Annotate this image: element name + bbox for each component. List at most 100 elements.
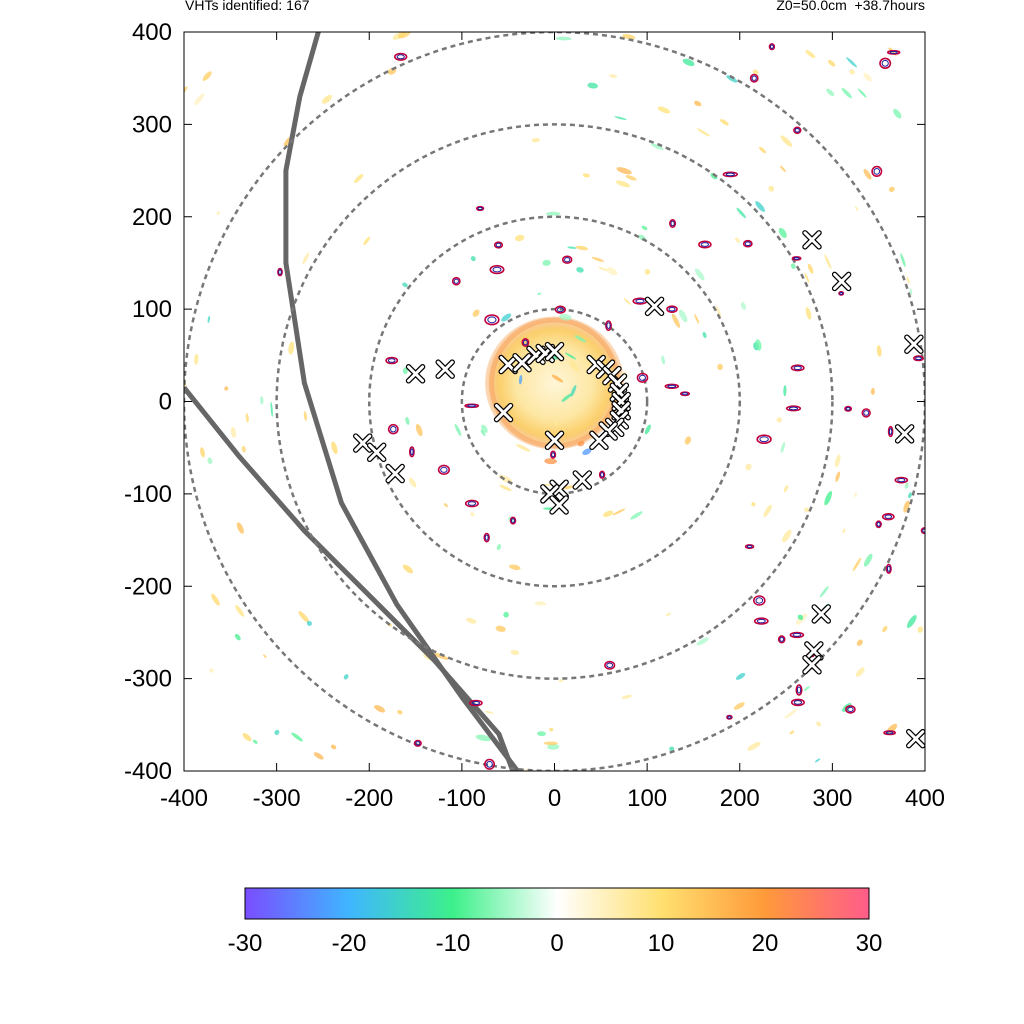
vorticity-patch	[561, 393, 572, 402]
vorticity-patch	[433, 652, 449, 660]
vorticity-patch	[202, 71, 212, 81]
vorticity-patch	[591, 256, 605, 262]
vorticity-patch	[694, 100, 702, 107]
vht-marker-fill	[573, 471, 591, 489]
colorbar-tick-label: 0	[550, 930, 563, 957]
vht-marker	[512, 352, 532, 373]
y-tick-label: -400	[124, 758, 172, 785]
vht-marker	[802, 655, 822, 675]
updraft-contour	[875, 520, 882, 529]
updraft-contour-inner	[759, 436, 769, 443]
vorticity-patch	[397, 709, 403, 715]
vht-marker	[549, 479, 569, 500]
vorticity-patch	[669, 746, 675, 752]
x-tick-label: -400	[160, 785, 208, 812]
axes: -400 -300 -200 -100 0 100 200 300 400 -400 -300 -20…	[124, 19, 945, 812]
vorticity-patch	[736, 207, 747, 219]
vorticity-patch	[331, 441, 338, 455]
vht-marker	[589, 430, 609, 451]
updraft-contour	[756, 434, 772, 445]
vorticity-patch	[402, 367, 408, 375]
vorticity-patch	[274, 729, 280, 735]
updraft-contour-inner	[755, 597, 764, 604]
vorticity-patch	[343, 674, 349, 680]
vorticity-patch	[587, 82, 598, 89]
vht-marker	[405, 364, 426, 384]
updraft-contour-inner	[922, 528, 925, 533]
updraft-contours	[277, 43, 925, 770]
vorticity-patch	[696, 637, 709, 646]
vorticity-patch	[472, 309, 480, 317]
vorticity-patch	[509, 564, 521, 571]
vorticity-patch	[740, 302, 747, 310]
vortex-core	[485, 316, 624, 450]
vorticity-patch	[480, 429, 486, 437]
colorbar-tick-label: -10	[436, 930, 471, 957]
updraft-contour-inner	[847, 706, 854, 713]
vorticity-patch	[224, 386, 229, 391]
updraft-contour	[408, 446, 415, 458]
vorticity-patch	[909, 288, 913, 296]
updraft-contour	[521, 337, 530, 347]
updraft-contour	[861, 408, 871, 418]
updraft-contour	[883, 730, 896, 736]
updraft-contour-inner	[551, 452, 555, 458]
vorticity-patch	[717, 363, 723, 371]
vht-marker-fill	[833, 272, 851, 290]
updraft-contour	[605, 320, 612, 331]
updraft-contour-inner	[415, 741, 421, 746]
updraft-contour	[561, 255, 573, 264]
vorticity-patch	[776, 417, 783, 423]
vorticity-patch	[694, 313, 700, 324]
updraft-contour	[881, 512, 895, 521]
updraft-contour-inner	[788, 406, 799, 411]
updraft-contour-inner	[746, 545, 753, 549]
vorticity-patch	[481, 424, 488, 433]
vorticity-patch	[917, 626, 924, 633]
updraft-contour	[509, 516, 517, 525]
updraft-contour	[666, 305, 678, 314]
vorticity-patch	[778, 227, 787, 238]
vorticity-patch	[606, 267, 618, 276]
updraft-contour-inner	[453, 278, 459, 284]
y-tick-label: 400	[132, 19, 172, 46]
updraft-contour-inner	[600, 472, 604, 478]
vht-marker-fill	[550, 480, 568, 498]
updraft-contour	[879, 57, 892, 69]
vorticity-patch	[682, 58, 695, 67]
vht-marker-fill	[803, 656, 821, 674]
vorticity-patch	[827, 59, 836, 67]
updraft-contour-inner	[606, 322, 611, 329]
updraft-contour-inner	[682, 392, 688, 396]
updraft-contour-inner	[440, 466, 448, 473]
vorticity-patch	[805, 307, 812, 320]
updraft-contour	[464, 403, 480, 409]
updraft-contour	[777, 635, 786, 644]
vorticity-patch	[893, 108, 902, 119]
updraft-contour	[871, 165, 883, 177]
colorbar-tick-label: -20	[332, 930, 367, 957]
updraft-contour-inner	[769, 44, 774, 49]
vorticity-patch	[549, 727, 554, 732]
updraft-contour	[768, 43, 776, 51]
x-tick-label: 200	[720, 785, 760, 812]
vorticity-patch	[615, 180, 631, 188]
vorticity-patch	[790, 263, 796, 269]
updraft-contour-inner	[557, 307, 564, 313]
colorbar-tick-label: -30	[228, 930, 263, 957]
vorticity-patch	[804, 272, 810, 283]
updraft-contour-inner	[492, 266, 502, 273]
x-tick-label: 100	[627, 785, 667, 812]
updraft-contour	[793, 126, 802, 135]
vorticity-patch	[542, 259, 551, 266]
colorbar-tick-label: 10	[648, 930, 675, 957]
vorticity-patch	[558, 679, 564, 683]
range-ring	[368, 215, 741, 588]
updraft-contour	[484, 314, 500, 326]
vht-marker-fill	[905, 335, 923, 353]
vorticity-patch	[784, 708, 798, 719]
updraft-contour	[749, 73, 759, 83]
vorticity-patch	[554, 422, 559, 426]
x-tick-label: 400	[905, 785, 945, 812]
updraft-contour-inner	[486, 760, 493, 768]
